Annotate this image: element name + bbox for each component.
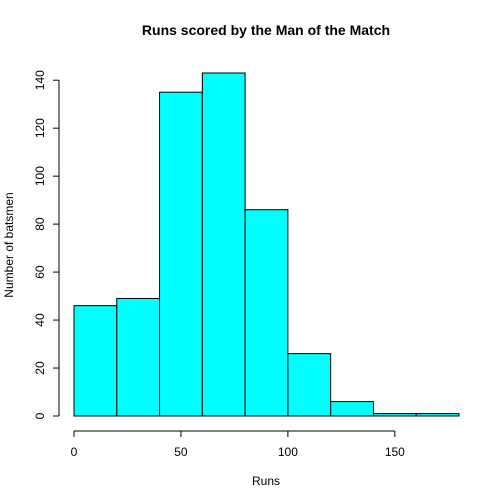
y-tick-label-7: 140 (33, 70, 47, 90)
histogram-bar-4 (244, 209, 289, 417)
chart-title: Runs scored by the Man of the Match (142, 22, 390, 38)
histogram-bar-6 (330, 401, 374, 417)
y-axis: 0 20 40 60 80 100 120 140 (33, 70, 60, 419)
histogram-bar-8 (415, 413, 460, 417)
x-tick-label-1: 50 (174, 445, 188, 459)
y-tick-label-6: 120 (33, 118, 47, 138)
x-tick-label-0: 0 (71, 445, 78, 459)
x-axis: 0 50 100 150 (71, 430, 405, 459)
histogram-bar-5 (287, 353, 332, 417)
y-tick-label-1: 20 (33, 361, 47, 375)
x-tick-label-3: 150 (385, 445, 405, 459)
histogram-bar-2 (159, 91, 203, 417)
x-axis-label: Runs (252, 474, 280, 488)
histogram-bar-7 (372, 413, 417, 417)
y-tick-label-2: 40 (33, 313, 47, 327)
y-tick-label-5: 100 (33, 166, 47, 186)
y-tick-label-3: 60 (33, 265, 47, 279)
y-axis-label: Number of batsmen (2, 192, 16, 297)
histogram-bar-0 (73, 305, 118, 417)
histogram-bar-3 (201, 72, 246, 417)
histogram-bar-1 (116, 297, 161, 417)
y-tick-label-4: 80 (33, 217, 47, 231)
y-tick-label-0: 0 (33, 412, 47, 419)
bars-group (73, 72, 460, 417)
x-tick-label-2: 100 (278, 445, 298, 459)
